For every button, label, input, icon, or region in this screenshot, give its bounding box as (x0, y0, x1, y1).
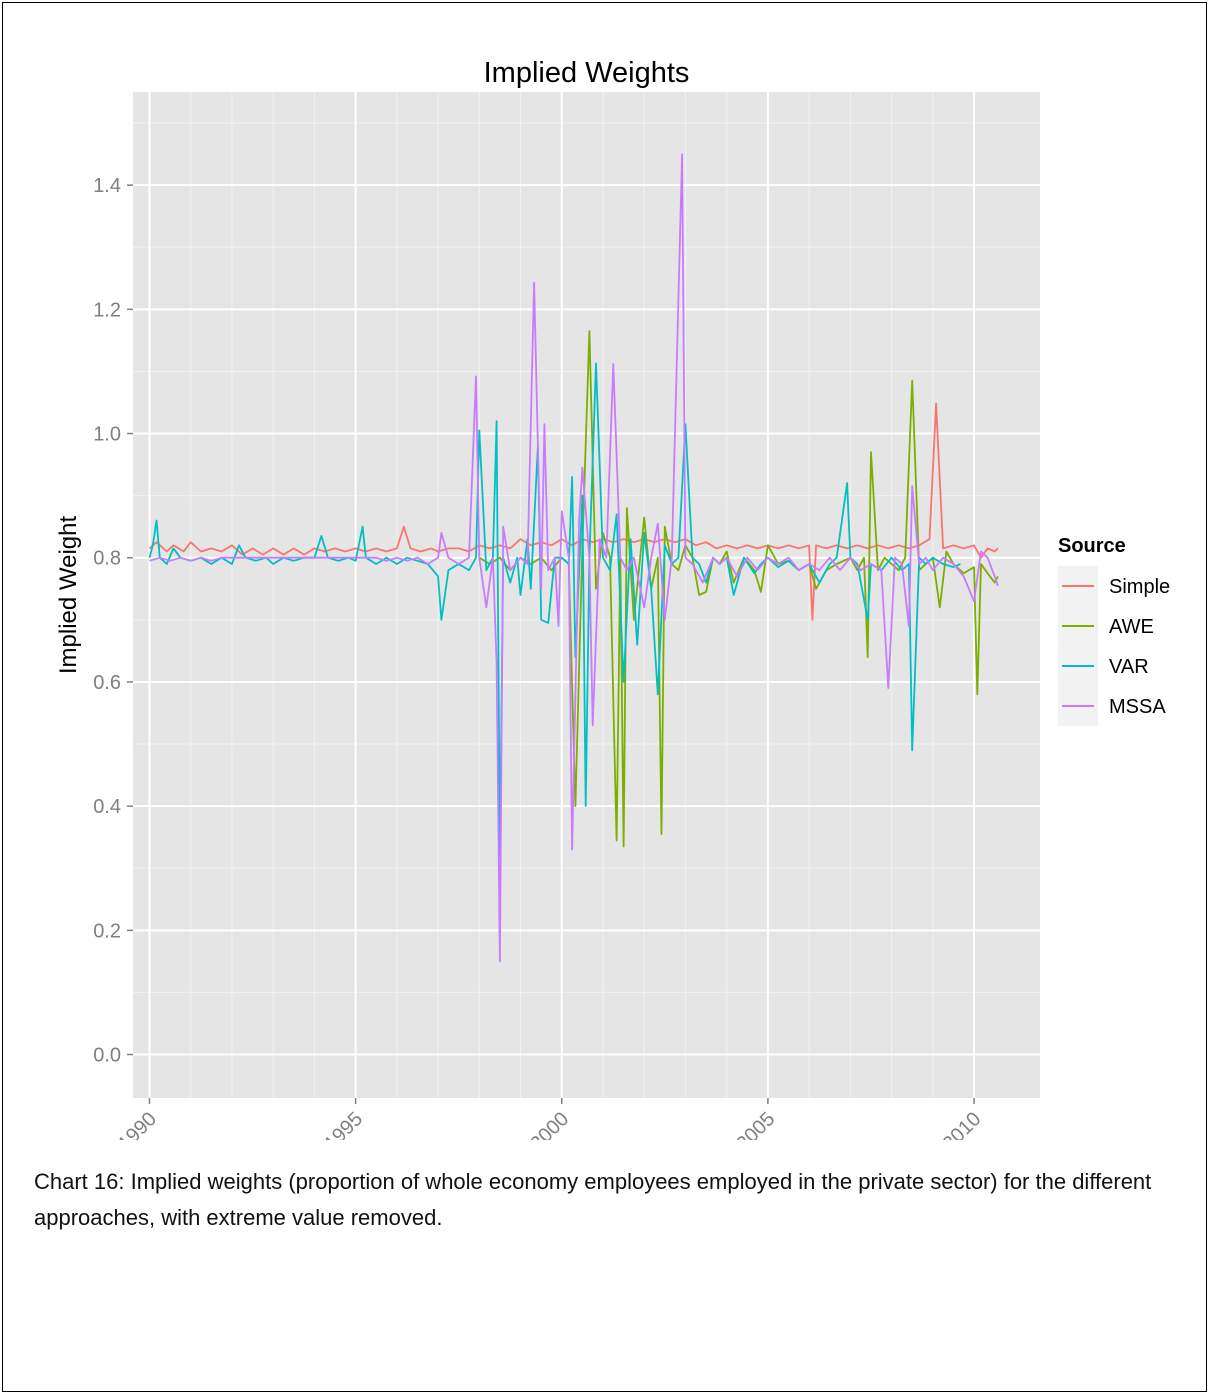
legend-label: MSSA (1109, 696, 1166, 718)
plot-panel (133, 92, 1040, 1098)
legend-label: AWE (1109, 616, 1154, 638)
x-tick-label: 2000 (526, 1108, 573, 1140)
y-tick-label: 0.8 (93, 548, 121, 570)
y-tick-label: 0.6 (93, 672, 121, 694)
y-tick-label: 0.0 (93, 1045, 121, 1067)
x-tick-label: 1995 (320, 1108, 367, 1140)
series-line-mssa (149, 153, 999, 963)
legend-title: Source (1058, 535, 1126, 557)
legend-label: VAR (1109, 656, 1149, 678)
y-tick-label: 1.2 (93, 299, 121, 321)
y-tick-label: 0.4 (93, 796, 121, 818)
legend-label: Simple (1109, 576, 1170, 598)
series-line-var (148, 362, 961, 857)
line-chart: 0.0 0.2 0.4 0.6 0.8 1.0 1.2 1.4 1990 1995 2000 2005… (55, 57, 1170, 1140)
series-line-awe (478, 330, 999, 848)
y-tick-label: 1.0 (93, 424, 121, 446)
chart-title: Implied Weights (484, 57, 690, 89)
figure-caption: Chart 16: Implied weights (proportion of… (34, 1169, 1152, 1230)
x-tick-label: 2005 (732, 1108, 779, 1140)
x-tick-label: 1990 (114, 1108, 161, 1140)
y-tick-label: 1.4 (93, 175, 121, 197)
x-tick-label: 2010 (939, 1108, 986, 1140)
y-tick-label: 0.2 (93, 920, 121, 942)
y-axis-label: Implied Weight (55, 516, 82, 675)
